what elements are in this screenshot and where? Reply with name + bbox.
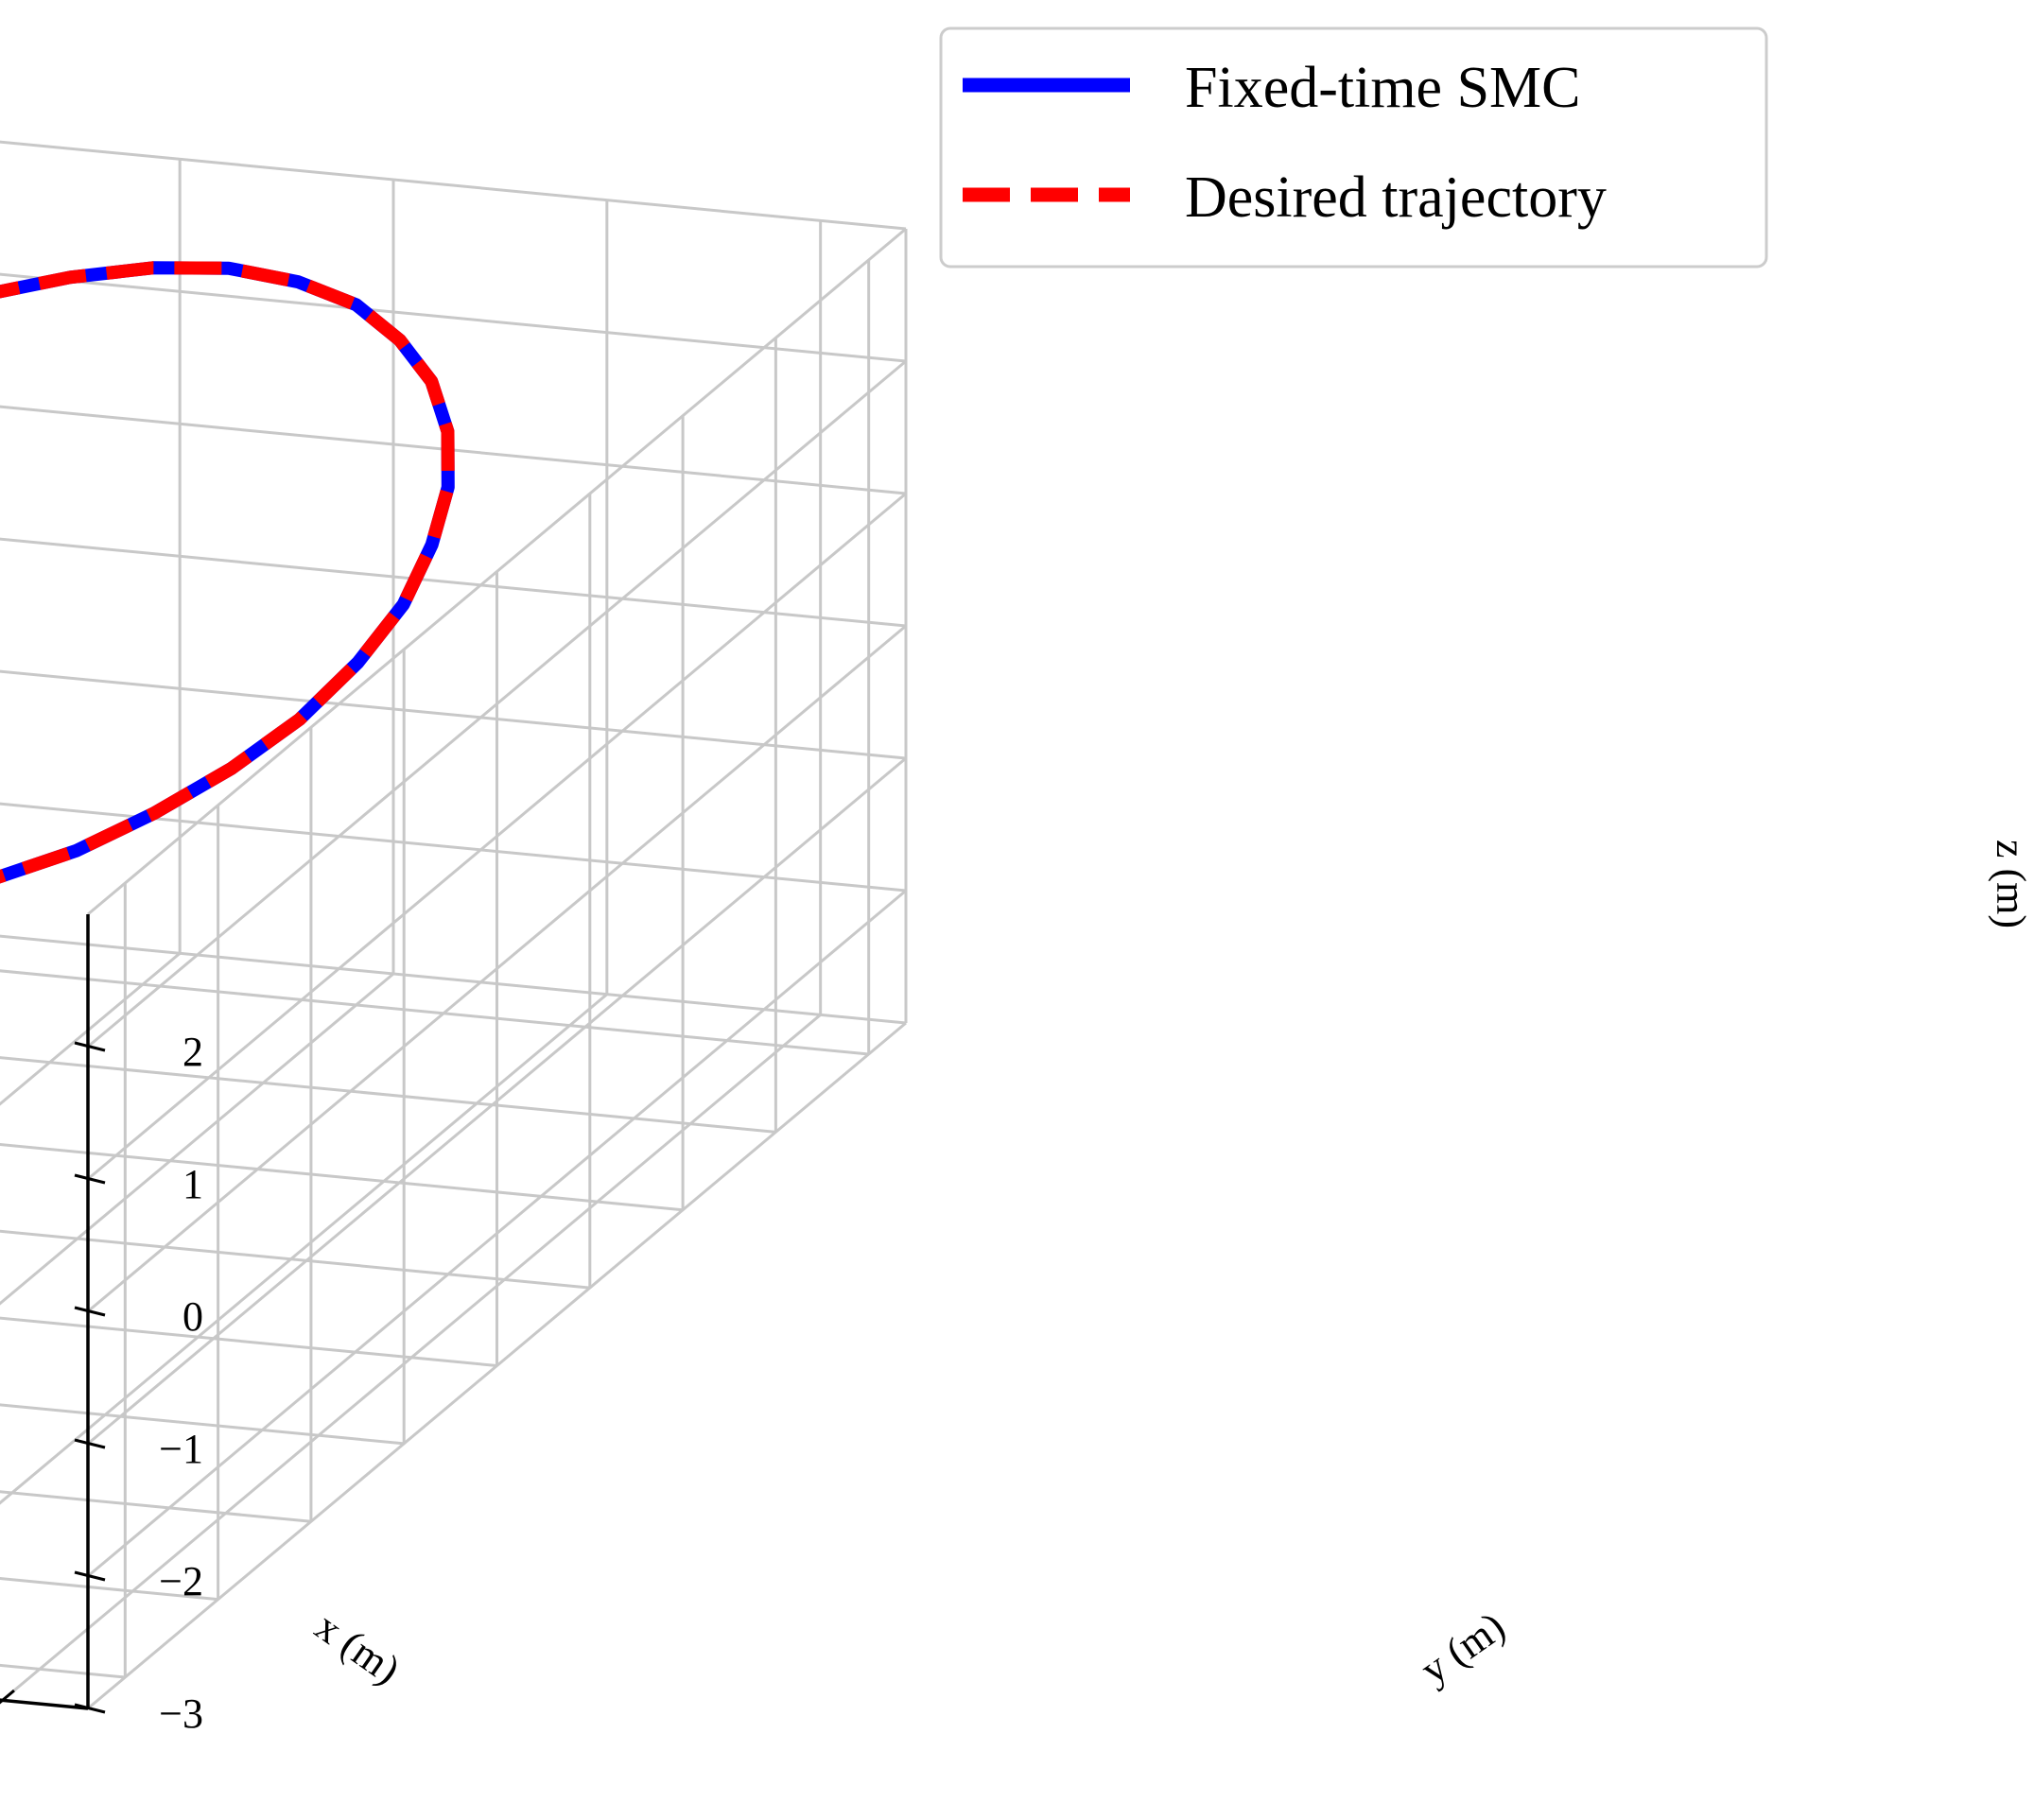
grid-line-floor-y [0, 1056, 776, 1134]
grid-line-wall-z-b [87, 889, 907, 1578]
grid-line-wall-z-a [0, 934, 907, 1025]
grid-line-wall-z-a [0, 537, 907, 628]
grid-line-floor-x [0, 972, 394, 1306]
x-axis-label: x (m) [307, 1603, 409, 1693]
grid-line-wall-z-b [87, 1021, 907, 1710]
pane-edge-top-b [87, 227, 907, 916]
grid-line-floor-y [0, 1490, 312, 1523]
z-tick-label: 1 [183, 1161, 203, 1207]
grid-line-floor-x [0, 952, 182, 1106]
z-tick [74, 1438, 106, 1449]
series-line-desired-trajectory [0, 261, 455, 884]
grid-line-wall-z-b [87, 756, 907, 1446]
grid-line-floor-y [0, 1403, 405, 1446]
z-tick [74, 1306, 106, 1317]
z-tick [74, 1041, 106, 1052]
legend-box [939, 26, 1768, 269]
grid-line-floor-y [0, 1142, 684, 1212]
z-tick-label: 0 [183, 1293, 203, 1340]
z-tick-label: −3 [159, 1690, 203, 1737]
grid-line-wall-z-b [87, 492, 907, 1181]
grid-line-floor-y [0, 1229, 590, 1290]
grid-line-wall-z-a [0, 669, 907, 760]
series-line-fixed-time-smc [0, 261, 455, 884]
legend-label-desired-trajectory: Desired trajectory [1185, 165, 1607, 230]
z-axis-label: z (m) [1988, 840, 2034, 928]
z-tick [74, 1570, 106, 1582]
pane-edge-top-a [0, 140, 907, 231]
grid-line-wall-z-b [87, 624, 907, 1313]
x-tick [0, 1689, 15, 1705]
z-tick-label: −1 [159, 1426, 203, 1472]
grid-line-floor-y [0, 1577, 218, 1602]
grid-line-wall-z-b [87, 359, 907, 1049]
x-axis-line [0, 1698, 89, 1710]
grid-line-wall-z-a [0, 272, 907, 363]
y-axis-label: y (m) [1412, 1603, 1513, 1693]
legend-label-fixed-time-smc: Fixed-time SMC [1185, 56, 1581, 120]
grid-line-wall-z-a [0, 405, 907, 495]
legend: Fixed-time SMC Desired trajectory [939, 26, 1768, 269]
grid-layer [0, 140, 908, 1710]
grid-line-floor-y [0, 1316, 497, 1367]
z-tick [74, 1173, 106, 1185]
labels-layer: x (m) y (m) z (m) [307, 840, 2034, 1693]
grid-line-wall-z-a [0, 802, 907, 893]
z-tick-label: 2 [183, 1029, 203, 1075]
z-tick-label: −2 [159, 1558, 203, 1604]
z-tick [74, 1703, 106, 1714]
grid-line-floor-y [0, 969, 869, 1056]
axes-layer: −10−50510−10.0−7.5−5.0−2.50.02.55.07.510… [0, 914, 203, 1737]
grid-line-floor-y [0, 1663, 126, 1679]
series-layer [0, 261, 455, 884]
